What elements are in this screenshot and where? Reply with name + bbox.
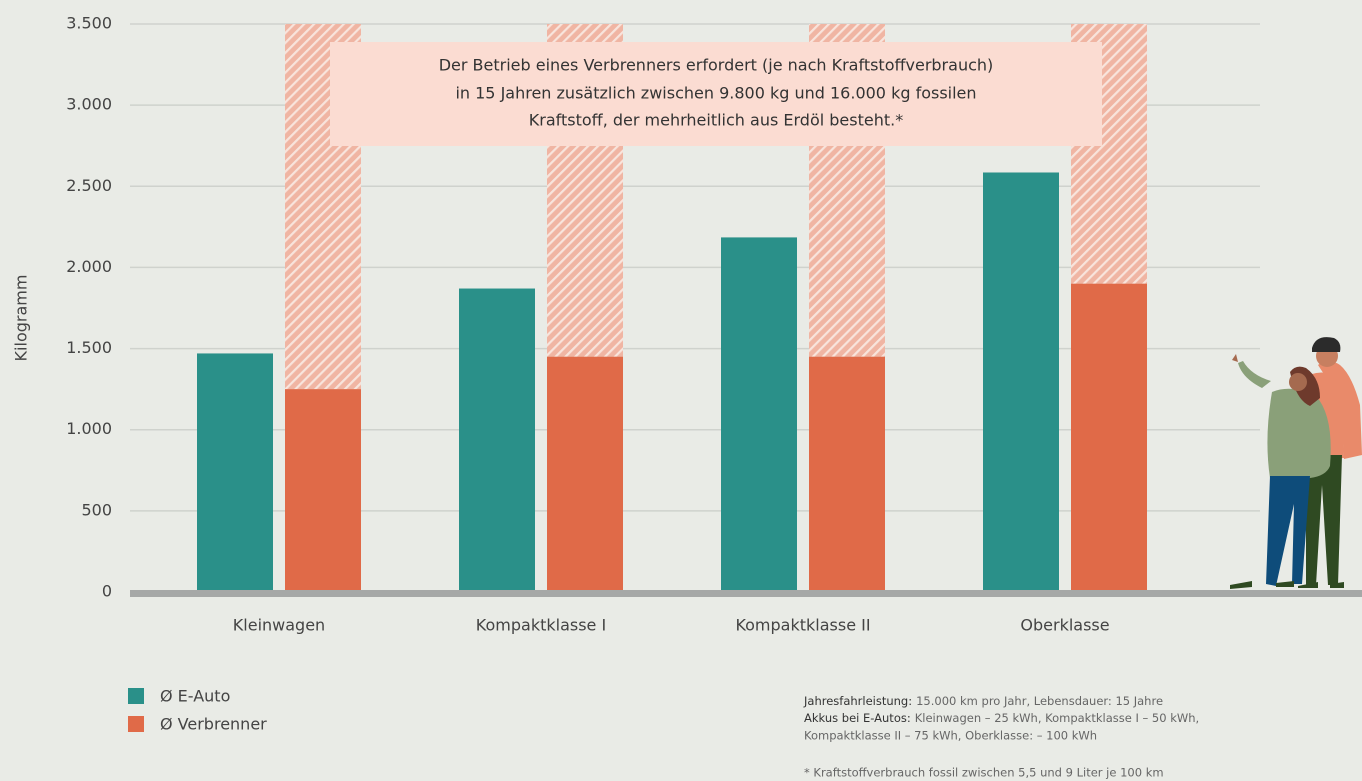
note-text: Kleinwagen – 25 kWh, Kompaktklasse I – 5… (915, 711, 1199, 725)
note-text: 15.000 km pro Jahr, Lebensdauer: 15 Jahr… (916, 694, 1163, 708)
y-tick-label: 2.000 (66, 257, 112, 276)
bar (983, 172, 1059, 592)
annotation: Der Betrieb eines Verbrenners erfordert … (439, 56, 994, 75)
x-tick-label: Kleinwagen (233, 616, 325, 635)
x-tick-label: Kompaktklasse I (476, 616, 606, 635)
annotation-box (330, 42, 1102, 146)
baseline (130, 590, 1362, 597)
y-tick-label: 3.000 (66, 95, 112, 114)
y-tick-label: 1.000 (66, 419, 112, 438)
legend-swatch (128, 716, 144, 732)
y-tick-label: 3.500 (66, 14, 112, 33)
y-tick-label: 1.500 (66, 338, 112, 357)
legend-label: Ø E-Auto (160, 687, 230, 706)
annotation: Kraftstoff, der mehrheitlich aus Erdöl b… (529, 111, 903, 130)
note: Jahresfahrleistung: 15.000 km pro Jahr, L… (803, 694, 1163, 708)
bar (197, 353, 273, 592)
annotation: in 15 Jahren zusätzlich zwischen 9.800 k… (455, 84, 976, 103)
bar (721, 237, 797, 593)
people-illustration (1230, 337, 1362, 589)
note: Akkus bei E-Autos: Kleinwagen – 25 kWh, K… (804, 711, 1199, 725)
x-tick-label: Kompaktklasse II (735, 616, 870, 635)
footnote: * Kraftstoffverbrauch fossil zwischen 5,… (804, 766, 1164, 780)
note-label: Akkus bei E-Autos: (804, 711, 911, 725)
y-tick-label: 500 (81, 500, 112, 519)
x-tick-label: Oberklasse (1020, 616, 1109, 635)
y-tick-label: 0 (102, 582, 112, 601)
bar (809, 356, 885, 592)
note-label: Jahresfahrleistung: (803, 694, 912, 708)
legend-swatch (128, 688, 144, 704)
y-tick-label: 2.500 (66, 176, 112, 195)
note: Kompaktklasse II – 75 kWh, Oberklasse: –… (804, 729, 1097, 743)
bar (459, 288, 535, 592)
bar (1071, 283, 1147, 592)
legend-label: Ø Verbrenner (160, 715, 267, 734)
y-axis-label: Kilogramm (12, 275, 31, 362)
bar (547, 356, 623, 592)
bar (285, 389, 361, 592)
